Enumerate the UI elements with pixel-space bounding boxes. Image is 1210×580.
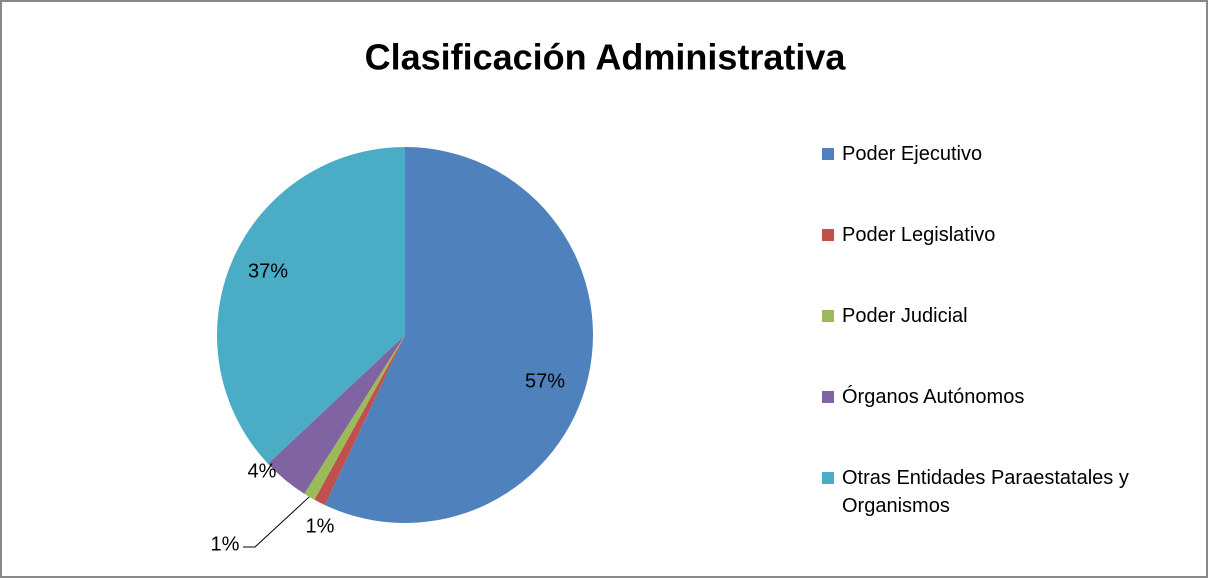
legend-swatch	[822, 310, 834, 322]
legend-swatch	[822, 229, 834, 241]
data-label: 57%	[525, 370, 565, 392]
data-label: 37%	[248, 260, 288, 282]
legend-label: Otras Entidades Paraestatales y Organism…	[842, 467, 1129, 517]
legend-label: Poder Ejecutivo	[842, 143, 983, 165]
data-label: 4%	[248, 460, 277, 482]
legend-item: Poder Ejecutivo	[822, 140, 1192, 168]
pie-slice	[267, 335, 405, 494]
data-label: 1%	[211, 533, 240, 555]
legend-swatch	[822, 148, 834, 160]
legend-swatch	[822, 472, 834, 484]
legend-label: Poder Judicial	[842, 305, 968, 327]
legend-label: Órganos Autónomos	[842, 386, 1025, 408]
pie-slice	[304, 335, 405, 500]
legend-item: Poder Legislativo	[822, 221, 1192, 249]
legend-item: Otras Entidades Paraestatales y Organism…	[822, 464, 1192, 520]
legend-item: Órganos Autónomos	[822, 383, 1192, 411]
pie-slice	[314, 335, 405, 506]
pie-slice	[324, 147, 594, 523]
legend-label: Poder Legislativo	[842, 224, 996, 246]
pie-slice	[217, 147, 405, 464]
legend-swatch	[822, 391, 834, 403]
chart-title: Clasificación Administrativa	[365, 37, 847, 78]
legend-item: Poder Judicial	[822, 302, 1192, 330]
leader-line	[243, 496, 310, 548]
data-label: 1%	[306, 515, 335, 537]
